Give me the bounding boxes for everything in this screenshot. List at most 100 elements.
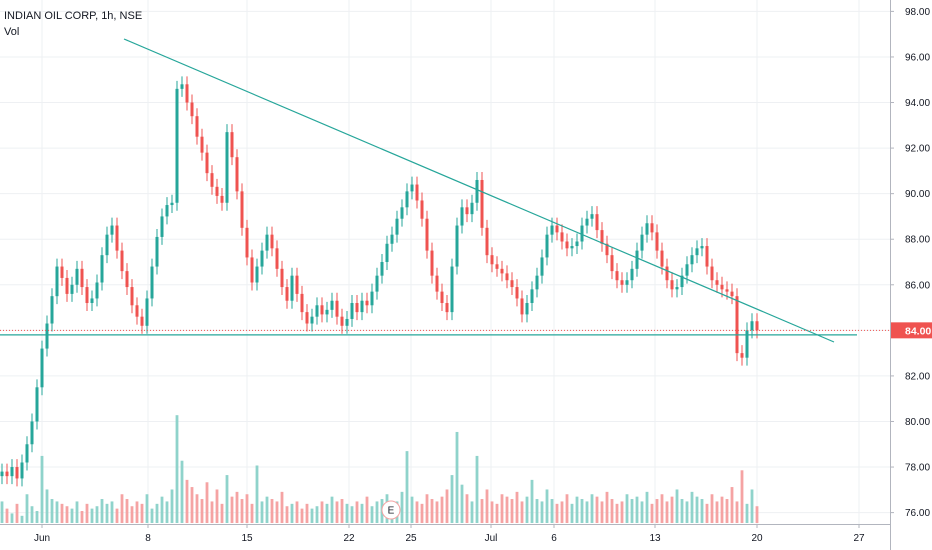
volume-bar	[230, 496, 234, 523]
x-tick-label: 25	[405, 533, 417, 544]
candle-body	[210, 173, 214, 187]
volume-bar	[700, 499, 704, 523]
volume-bar	[295, 501, 299, 523]
candle-body	[505, 273, 509, 281]
candle-body	[265, 234, 269, 251]
volume-bar	[55, 501, 59, 523]
price-axis[interactable]: 76.00 78.00 80.00 82.00 84.00 86.00 88.00 90.00…	[890, 0, 932, 550]
symbol-title[interactable]: INDIAN OIL CORP, 1h, NSE	[4, 10, 143, 22]
candle-body	[580, 225, 584, 242]
candle-body	[500, 268, 504, 274]
candle-body	[425, 218, 429, 251]
volume-bar	[615, 503, 619, 523]
candle-body	[40, 348, 44, 388]
volume-bar	[415, 501, 419, 523]
candle-body	[300, 293, 304, 313]
volume-bar	[335, 501, 339, 523]
volume-bar	[75, 501, 79, 523]
candle-body	[160, 216, 164, 237]
volume-bar	[570, 503, 574, 523]
candle-body	[95, 282, 99, 299]
candle-body	[60, 266, 64, 278]
volume-bar	[220, 503, 224, 523]
volume-bar	[265, 496, 269, 523]
y-tick-label: 92.00	[905, 144, 930, 155]
time-axis[interactable]: Jun 8 15 22 25 Jul 6 13 20 27	[0, 524, 890, 544]
candle-body	[435, 275, 439, 292]
trend-line[interactable]	[123, 38, 835, 343]
last-price-tag[interactable]	[891, 322, 932, 339]
candle-body	[620, 280, 624, 285]
candle-body	[645, 223, 649, 235]
candle-body	[165, 205, 169, 217]
y-tick-label: 80.00	[905, 417, 930, 428]
volume-bar	[655, 499, 659, 523]
candle-body	[65, 277, 69, 294]
volume-bar	[95, 506, 99, 523]
volume-bar	[135, 501, 139, 523]
candle-body	[630, 268, 634, 281]
volume-bar	[740, 470, 744, 523]
candle-body	[5, 471, 9, 477]
candle-body	[260, 250, 264, 267]
volume-bar	[500, 494, 504, 523]
candle-body	[380, 262, 384, 276]
candle-body	[735, 296, 739, 354]
volume-bar	[595, 496, 599, 523]
volume-bar	[175, 415, 179, 523]
volume-bar	[550, 499, 554, 523]
candle-body	[370, 291, 374, 306]
candle-body	[355, 303, 359, 313]
candle-body	[365, 300, 369, 306]
candle-body	[195, 116, 199, 137]
volume-bar	[520, 501, 524, 523]
volume-bar	[35, 511, 39, 523]
candle-body	[450, 266, 454, 313]
volume-bar	[140, 503, 144, 523]
candle-body	[625, 280, 629, 285]
volume-bar	[750, 489, 754, 523]
candle-body	[30, 421, 34, 445]
volume-bar	[375, 501, 379, 523]
volume-bar	[360, 503, 364, 523]
candle-body	[755, 321, 759, 331]
candle-body	[465, 207, 469, 215]
volume-bar	[460, 484, 464, 523]
volume-bar	[565, 494, 569, 523]
volume-bar	[410, 496, 414, 523]
candle-body	[150, 266, 154, 299]
volume-bar	[115, 508, 119, 523]
candle-body	[390, 234, 394, 244]
volume-bar	[695, 496, 699, 523]
drawing-layer[interactable]: E	[0, 38, 890, 520]
volume-bar	[110, 501, 114, 523]
volume-indicator-label[interactable]: Vol	[4, 26, 20, 38]
candle-body	[125, 271, 129, 288]
y-tick-label: 86.00	[905, 280, 930, 291]
candle-body	[550, 225, 554, 235]
candle-body	[0, 471, 4, 477]
volume-bar	[205, 482, 209, 523]
volume-bar	[180, 460, 184, 523]
volume-bar	[575, 496, 579, 523]
volume-bar	[240, 499, 244, 523]
volume-bar	[625, 494, 629, 523]
volume-bar	[590, 494, 594, 523]
volume-bar	[15, 503, 19, 523]
earnings-event-circle	[381, 500, 401, 520]
volume-bar	[435, 501, 439, 523]
candle-body	[515, 287, 519, 299]
volume-bar	[485, 489, 489, 523]
volume-bar	[315, 506, 319, 523]
candle-layer	[0, 76, 759, 487]
candle-body	[115, 225, 119, 251]
candle-body	[220, 195, 224, 203]
candle-body	[545, 234, 549, 258]
x-tick-label: 22	[343, 533, 355, 544]
volume-bar	[450, 475, 454, 523]
earnings-event-marker[interactable]: E	[381, 500, 401, 520]
volume-bar	[130, 506, 134, 523]
candle-body	[585, 218, 589, 226]
volume-bar	[745, 503, 749, 523]
